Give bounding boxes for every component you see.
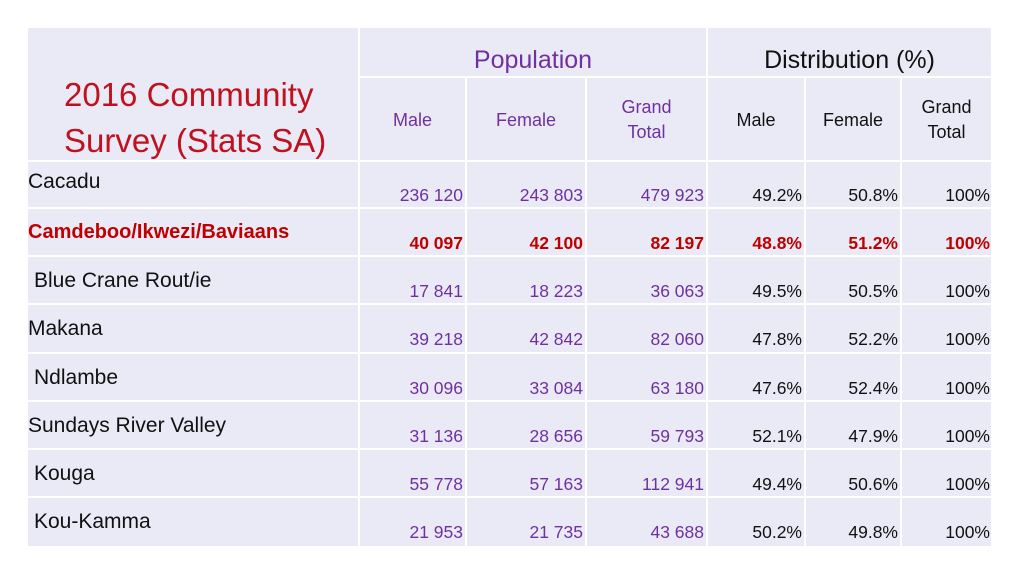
cell-pop-male: 31 136 [409,426,463,446]
cell-pop-total: 36 063 [650,281,704,301]
cell-dist-male: 52.1% [752,426,802,446]
cell-pop-total: 59 793 [650,426,704,446]
cell-pop-female: 33 084 [529,378,583,398]
cell-pop-female: 21 735 [529,522,583,542]
population-table: 2016 Community Survey (Stats SA) Populat… [28,28,991,546]
page-title: 2016 Community Survey (Stats SA) [64,72,326,164]
cell-pop-male: 17 841 [409,281,463,301]
row-name: Sundays River Valley [28,414,227,437]
cell-pop-female: 42 842 [529,329,583,349]
cell-dist-total: 100% [945,233,990,253]
cell-dist-female: 50.8% [848,185,898,205]
cell-dist-total: 100% [945,522,990,542]
cell-dist-total: 100% [945,426,990,446]
table-row: Blue Crane Rout/ie 17 841 18 223 36 063 … [28,257,991,303]
grid-line [28,255,991,257]
table-row-highlighted: Camdeboo/Ikwezi/Baviaans 40 097 42 100 8… [28,209,991,255]
cell-pop-female: 18 223 [529,281,583,301]
subheader-dist-male: Male [736,110,776,130]
cell-pop-female: 57 163 [529,474,583,494]
cell-dist-female: 47.9% [848,426,898,446]
cell-dist-female: 50.5% [848,281,898,301]
title-line-1: 2016 Community [64,76,314,113]
cell-pop-male: 40 097 [409,233,463,253]
grid-line [358,28,360,546]
grid-line [28,400,991,402]
grid-line [465,76,467,546]
cell-dist-male: 48.8% [752,233,802,253]
cell-pop-total: 82 197 [650,233,704,253]
cell-pop-total: 43 688 [650,522,704,542]
grid-line [706,28,708,546]
cell-dist-total: 100% [945,281,990,301]
row-name: Camdeboo/Ikwezi/Baviaans [28,221,290,243]
row-name: Kou-Kamma [34,510,151,533]
cell-dist-total: 100% [945,185,990,205]
cell-dist-male: 47.6% [752,378,802,398]
row-name: Ndlambe [34,366,119,389]
subheader-pop-total: Grand Total [621,97,672,142]
cell-dist-male: 49.5% [752,281,802,301]
cell-dist-male: 49.4% [752,474,802,494]
table-row: Cacadu 236 120 243 803 479 923 49.2% 50.… [28,162,991,208]
subheader-dist-total: Grand Total [921,97,972,142]
row-name: Makana [28,317,103,340]
grid-line [28,160,991,162]
cell-pop-total: 479 923 [640,185,704,205]
grid-line [358,76,991,78]
cell-dist-total: 100% [945,329,990,349]
grid-line [28,352,991,354]
table-row: Ndlambe 30 096 33 084 63 180 47.6% 52.4%… [28,354,991,400]
grid-line [900,76,902,546]
table-row: Kou-Kamma 21 953 21 735 43 688 50.2% 49.… [28,498,991,544]
cell-dist-female: 50.6% [848,474,898,494]
subheader-pop-male: Male [392,110,432,130]
cell-pop-female: 243 803 [519,185,583,205]
cell-pop-female: 42 100 [529,233,583,253]
grid-line [28,496,991,498]
cell-pop-total: 82 060 [650,329,704,349]
cell-pop-male: 21 953 [409,522,463,542]
grid-line [28,448,991,450]
cell-pop-male: 55 778 [409,474,463,494]
cell-pop-male: 236 120 [399,185,463,205]
cell-dist-female: 49.8% [848,522,898,542]
subheader-dist-female: Female [822,110,884,130]
header-population: Population [473,46,593,74]
row-name: Blue Crane Rout/ie [34,269,212,292]
grid-line [804,76,806,546]
title-line-2: Survey (Stats SA) [64,122,327,159]
cell-dist-male: 50.2% [752,522,802,542]
cell-dist-total: 100% [945,474,990,494]
row-name: Kouga [34,462,95,485]
subheader-pop-female: Female [495,110,557,130]
cell-dist-female: 52.4% [848,378,898,398]
table-row: Sundays River Valley 31 136 28 656 59 79… [28,402,991,448]
cell-dist-total: 100% [945,378,990,398]
cell-pop-male: 39 218 [409,329,463,349]
cell-pop-total: 112 941 [642,474,704,494]
table-row: Makana 39 218 42 842 82 060 47.8% 52.2% … [28,305,991,351]
cell-pop-male: 30 096 [409,378,463,398]
cell-dist-female: 52.2% [848,329,898,349]
grid-line [585,76,587,546]
table-row: Kouga 55 778 57 163 112 941 49.4% 50.6% … [28,450,991,496]
cell-pop-female: 28 656 [529,426,583,446]
grid-line [28,303,991,305]
row-name: Cacadu [28,170,101,193]
header-distribution: Distribution (%) [764,46,935,74]
cell-dist-male: 49.2% [752,185,802,205]
grid-line [28,207,991,209]
cell-dist-female: 51.2% [848,233,898,253]
cell-dist-male: 47.8% [752,329,802,349]
cell-pop-total: 63 180 [650,378,704,398]
